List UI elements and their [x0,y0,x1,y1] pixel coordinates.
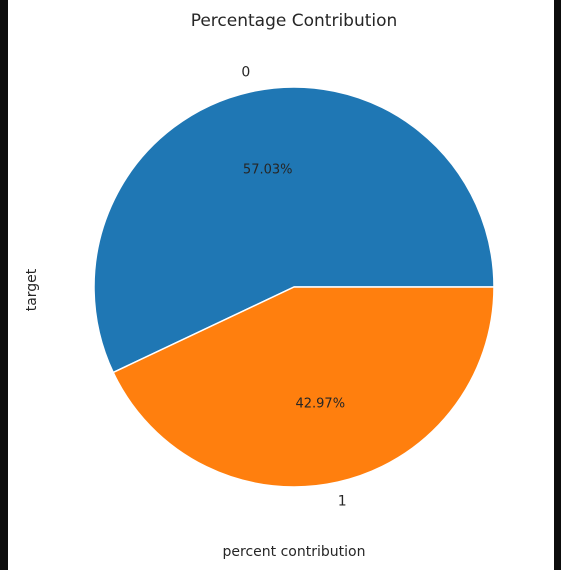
pie-slices [93,86,495,488]
pie-labels: 0 57.03% 1 42.97% [241,64,346,509]
slice-percent-label-0: 57.03% [243,162,293,177]
x-axis-label: percent contribution [223,544,366,560]
slice-category-label-1: 1 [338,494,347,510]
slice-category-label-0: 0 [241,64,250,80]
slice-percent-label-1: 42.97% [295,397,345,412]
pie-slice-0 [93,86,495,374]
chart-title: Percentage Contribution [191,11,398,31]
figure-canvas: Percentage Contribution percent contribu… [8,0,554,570]
pie-slice-1 [112,286,495,488]
y-axis-label: target [24,268,40,311]
pie-chart: Percentage Contribution percent contribu… [24,11,495,560]
